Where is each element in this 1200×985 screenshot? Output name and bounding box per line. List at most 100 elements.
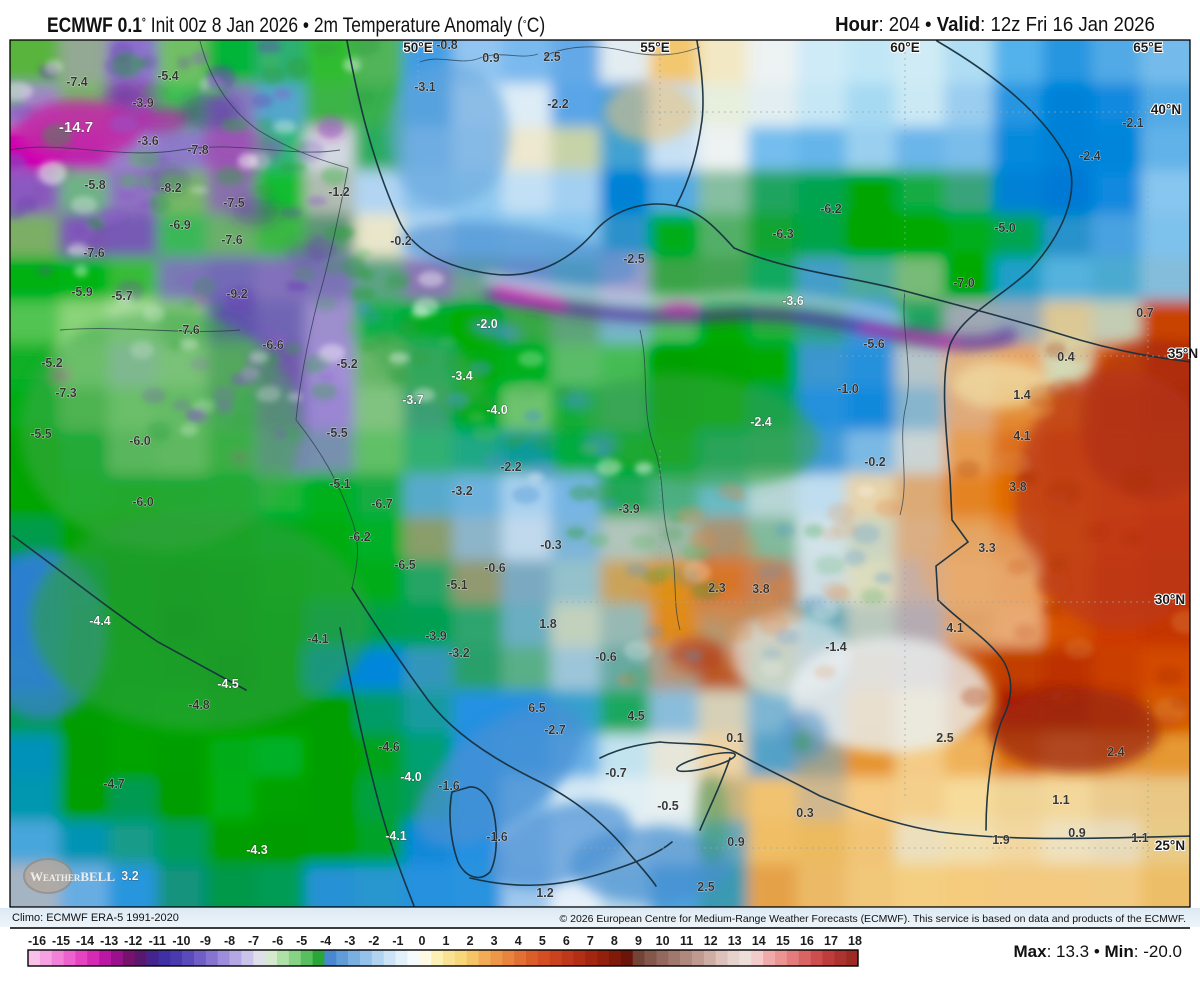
- svg-text:-0.6: -0.6: [484, 561, 506, 575]
- svg-text:12: 12: [704, 934, 718, 948]
- svg-text:-9: -9: [200, 934, 211, 948]
- svg-text:3.2: 3.2: [121, 869, 138, 883]
- svg-text:-7.4: -7.4: [66, 75, 88, 89]
- svg-text:-7.6: -7.6: [221, 233, 243, 247]
- svg-text:-1.0: -1.0: [837, 382, 859, 396]
- svg-text:-4: -4: [320, 934, 331, 948]
- svg-text:-5.8: -5.8: [84, 178, 106, 192]
- svg-text:-4.3: -4.3: [246, 843, 268, 857]
- svg-text:-0.2: -0.2: [864, 455, 886, 469]
- svg-text:-14: -14: [76, 934, 94, 948]
- svg-text:-0.3: -0.3: [540, 538, 562, 552]
- svg-text:-5.1: -5.1: [446, 578, 468, 592]
- svg-text:-6.6: -6.6: [262, 338, 284, 352]
- svg-text:7: 7: [587, 934, 594, 948]
- svg-text:16: 16: [800, 934, 814, 948]
- svg-text:-12: -12: [124, 934, 142, 948]
- svg-text:-4.1: -4.1: [307, 632, 329, 646]
- svg-text:6.5: 6.5: [528, 701, 545, 715]
- svg-text:-5.5: -5.5: [326, 426, 348, 440]
- svg-text:-6.2: -6.2: [349, 530, 371, 544]
- svg-text:2.5: 2.5: [697, 880, 714, 894]
- svg-text:-2.4: -2.4: [750, 415, 772, 429]
- svg-text:-2.1: -2.1: [1122, 116, 1144, 130]
- svg-text:-4.8: -4.8: [188, 698, 210, 712]
- svg-text:3.8: 3.8: [752, 582, 769, 596]
- svg-text:-3.6: -3.6: [782, 294, 804, 308]
- svg-text:17: 17: [824, 934, 838, 948]
- svg-text:0.9: 0.9: [727, 835, 744, 849]
- svg-text:-2: -2: [368, 934, 379, 948]
- svg-text:-0.2: -0.2: [390, 234, 412, 248]
- svg-text:11: 11: [680, 934, 693, 948]
- svg-text:14: 14: [752, 934, 766, 948]
- svg-text:-0.6: -0.6: [595, 650, 617, 664]
- svg-text:-8.2: -8.2: [160, 181, 182, 195]
- svg-text:-6.3: -6.3: [772, 227, 794, 241]
- svg-text:0.1: 0.1: [726, 731, 743, 745]
- svg-text:1.1: 1.1: [1052, 793, 1069, 807]
- svg-text:-9.2: -9.2: [226, 287, 248, 301]
- svg-text:-6.0: -6.0: [129, 434, 151, 448]
- svg-text:-6.7: -6.7: [371, 497, 393, 511]
- svg-text:-4.7: -4.7: [103, 777, 125, 791]
- svg-text:50°E: 50°E: [403, 40, 432, 55]
- svg-text:-2.0: -2.0: [476, 317, 498, 331]
- svg-text:1.8: 1.8: [539, 617, 556, 631]
- svg-text:-3.1: -3.1: [414, 80, 436, 94]
- svg-text:-3.7: -3.7: [402, 393, 424, 407]
- svg-text:10: 10: [656, 934, 670, 948]
- svg-text:0.3: 0.3: [796, 806, 813, 820]
- svg-text:0.9: 0.9: [482, 51, 499, 65]
- svg-text:-3.9: -3.9: [618, 502, 640, 516]
- svg-text:-5.5: -5.5: [30, 427, 52, 441]
- svg-text:-5.9: -5.9: [71, 285, 93, 299]
- svg-text:3: 3: [491, 934, 498, 948]
- svg-text:-5.7: -5.7: [111, 289, 133, 303]
- svg-text:-16: -16: [28, 934, 46, 948]
- svg-text:1.4: 1.4: [1013, 388, 1030, 402]
- svg-text:-3.4: -3.4: [451, 369, 473, 383]
- svg-text:-0.5: -0.5: [657, 799, 679, 813]
- svg-text:9: 9: [635, 934, 642, 948]
- svg-text:-7.0: -7.0: [953, 276, 975, 290]
- svg-text:-5.2: -5.2: [41, 356, 63, 370]
- svg-text:-1.2: -1.2: [328, 185, 350, 199]
- svg-text:-10: -10: [172, 934, 190, 948]
- svg-text:1.2: 1.2: [536, 886, 553, 900]
- svg-text:-3.9: -3.9: [132, 96, 154, 110]
- svg-text:8: 8: [611, 934, 618, 948]
- svg-text:-6.2: -6.2: [820, 202, 842, 216]
- svg-text:-15: -15: [52, 934, 70, 948]
- svg-text:15: 15: [776, 934, 790, 948]
- svg-text:-7.5: -7.5: [223, 196, 245, 210]
- svg-text:-3.2: -3.2: [448, 646, 470, 660]
- svg-text:1.1: 1.1: [1131, 831, 1148, 845]
- svg-text:-5.6: -5.6: [863, 337, 885, 351]
- svg-text:-8: -8: [224, 934, 235, 948]
- svg-text:1.9: 1.9: [992, 833, 1009, 847]
- svg-text:-7.6: -7.6: [83, 246, 105, 260]
- svg-text:-3.9: -3.9: [425, 629, 447, 643]
- svg-text:6: 6: [563, 934, 570, 948]
- svg-text:-4.0: -4.0: [486, 403, 508, 417]
- svg-text:-0.7: -0.7: [605, 766, 627, 780]
- svg-text:3.3: 3.3: [978, 541, 995, 555]
- svg-text:-6.5: -6.5: [394, 558, 416, 572]
- svg-text:-5.4: -5.4: [157, 69, 179, 83]
- svg-text:65°E: 65°E: [1133, 40, 1162, 55]
- svg-text:-7.8: -7.8: [187, 143, 209, 157]
- svg-text:-7.3: -7.3: [55, 386, 77, 400]
- svg-text:-2.5: -2.5: [623, 252, 645, 266]
- svg-text:-13: -13: [100, 934, 118, 948]
- svg-text:18: 18: [848, 934, 862, 948]
- svg-text:-5.1: -5.1: [329, 477, 351, 491]
- svg-text:-2.2: -2.2: [500, 460, 522, 474]
- svg-text:3.8: 3.8: [1009, 480, 1026, 494]
- svg-text:30°N: 30°N: [1155, 592, 1185, 607]
- svg-text:-5: -5: [296, 934, 307, 948]
- svg-text:40°N: 40°N: [1151, 102, 1181, 117]
- svg-text:-7: -7: [248, 934, 259, 948]
- svg-text:-2.4: -2.4: [1079, 149, 1101, 163]
- svg-text:-4.6: -4.6: [378, 740, 400, 754]
